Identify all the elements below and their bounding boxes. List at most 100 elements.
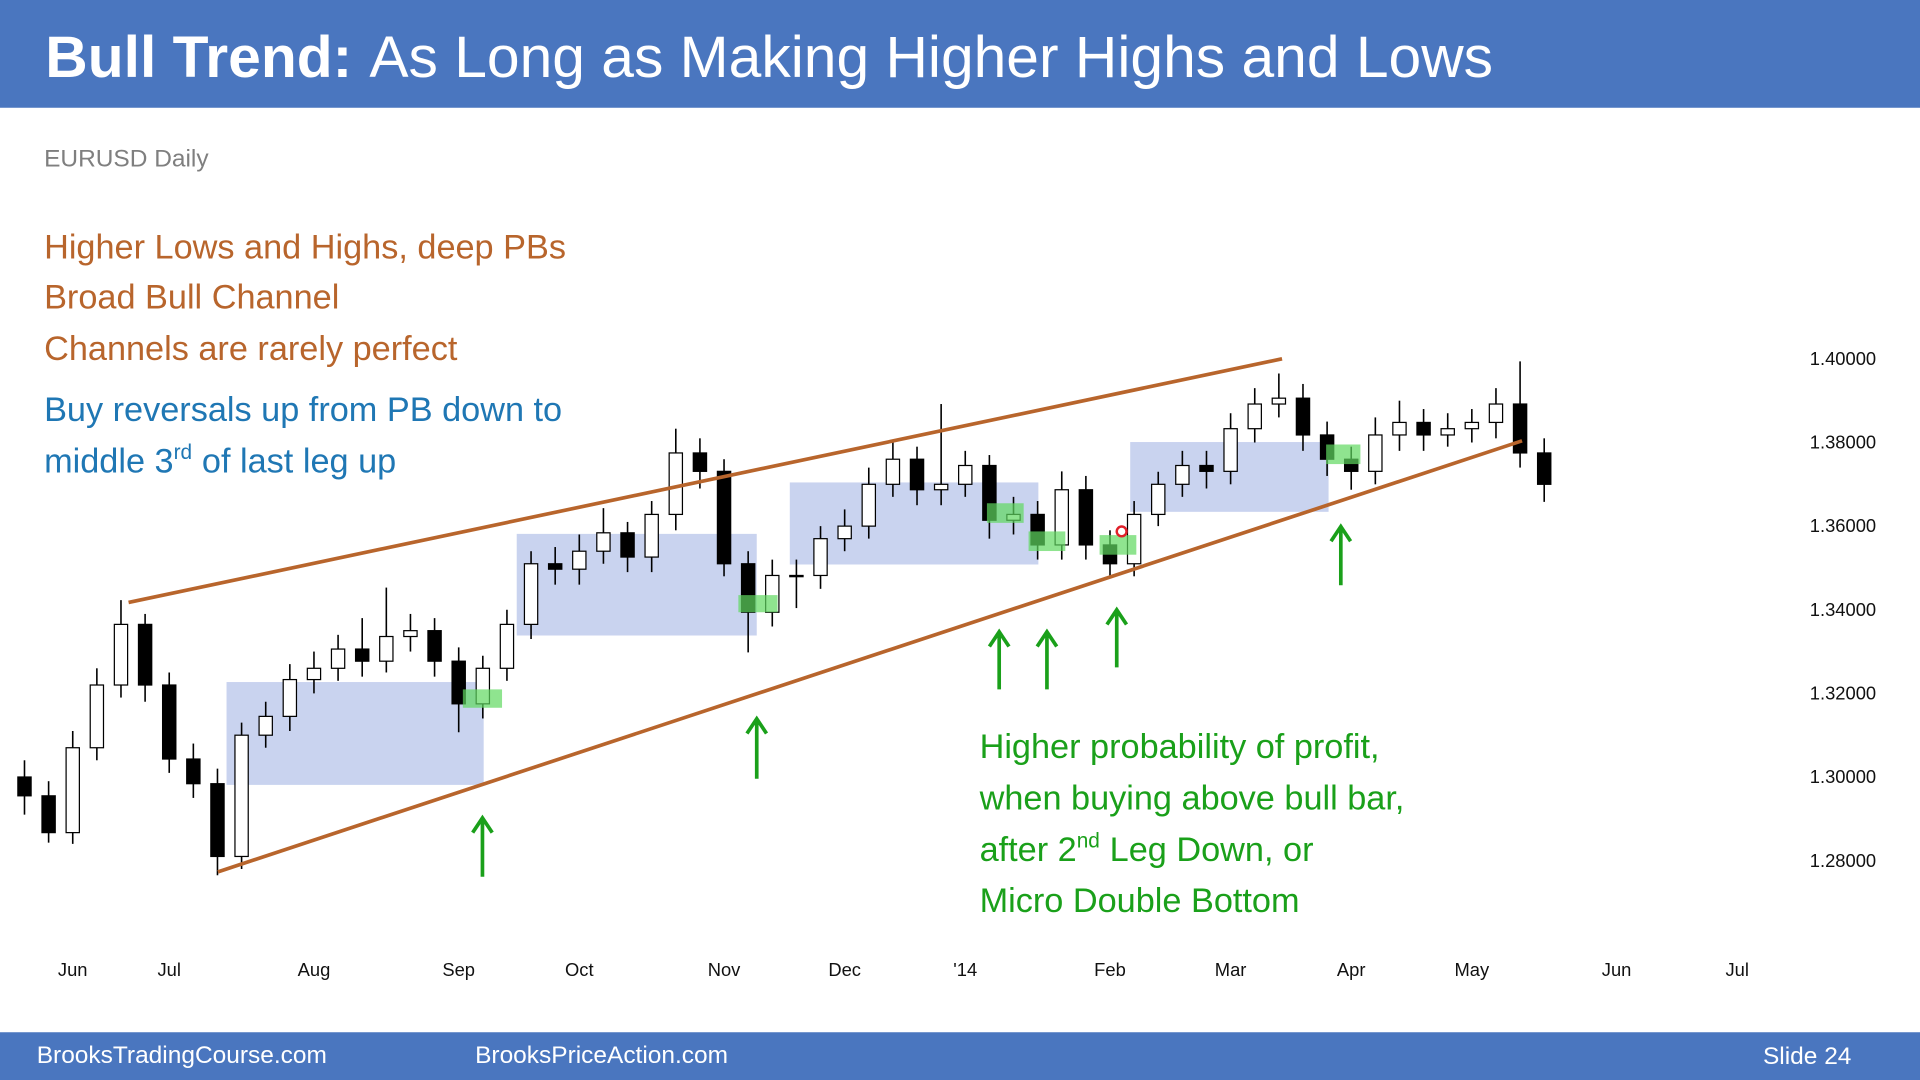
- note-green: Micro Double Bottom: [980, 882, 1300, 920]
- note-part: after 2: [980, 831, 1077, 869]
- candles: [17, 361, 1552, 876]
- x-tick-label: Jul: [1725, 959, 1748, 980]
- up-arrow: [1105, 606, 1129, 668]
- trendlines: [128, 356, 1523, 874]
- candle-body: [427, 630, 442, 662]
- upper-trendline: [128, 356, 1283, 605]
- candle-body: [1150, 483, 1166, 516]
- candle-body: [17, 776, 32, 797]
- candle-body: [1488, 403, 1504, 424]
- candle-body: [113, 623, 129, 686]
- x-tick-label: Aug: [298, 959, 331, 980]
- x-tick-label: Oct: [565, 959, 594, 980]
- candle-body: [861, 483, 877, 527]
- candle-body: [1440, 428, 1455, 436]
- candle-body: [885, 458, 901, 485]
- footer-left: BrooksTradingCourse.com: [37, 1042, 327, 1069]
- candle-body: [1416, 421, 1431, 436]
- note-part: Leg Down, or: [1110, 831, 1314, 869]
- candle-body: [330, 648, 346, 669]
- candle-body: [1392, 421, 1407, 436]
- candle-body: [692, 452, 708, 472]
- candle-body: [210, 783, 225, 858]
- candle-body: [644, 513, 659, 558]
- signal-boxes: [462, 444, 1361, 708]
- note-orange: Higher Lows and Highs, deep PBs: [44, 228, 566, 266]
- y-tick-label: 1.34000: [1810, 599, 1876, 620]
- x-tick-label: Jun: [1602, 959, 1632, 980]
- candle-body: [258, 715, 273, 736]
- x-tick-label: '14: [953, 959, 977, 980]
- chart-title: EURUSD Daily: [44, 146, 209, 173]
- candle-body: [1368, 434, 1383, 472]
- range-zone: [789, 482, 1039, 565]
- candle-body: [1223, 428, 1238, 472]
- candle-body: [837, 525, 852, 540]
- note-sup: nd: [1077, 829, 1100, 852]
- candle-body: [789, 574, 804, 578]
- y-tick-label: 1.40000: [1810, 348, 1876, 369]
- candle-body: [234, 734, 249, 858]
- candle-body: [354, 648, 370, 662]
- y-tick-label: 1.30000: [1810, 766, 1876, 787]
- candle-body: [451, 660, 466, 705]
- candle-body: [668, 452, 684, 516]
- signal-box: [738, 595, 778, 613]
- candle-body: [523, 563, 539, 625]
- candle-body: [813, 538, 828, 577]
- footer-right: Slide 24: [1763, 1043, 1851, 1070]
- up-arrow: [1329, 523, 1353, 586]
- footer-bar: [0, 1032, 1920, 1080]
- note-part: of last leg up: [202, 443, 396, 481]
- note-green: when buying above bull bar,: [979, 779, 1405, 817]
- candle-body: [1464, 421, 1480, 430]
- candle-body: [1271, 397, 1287, 405]
- candle-body: [403, 630, 418, 638]
- candle-body: [572, 550, 587, 570]
- candle-body: [65, 747, 80, 834]
- x-tick-label: Mar: [1215, 959, 1247, 980]
- candle-body: [1536, 452, 1552, 485]
- lower-trendline: [217, 439, 1523, 874]
- candle-body: [620, 532, 635, 558]
- y-tick-label: 1.36000: [1810, 515, 1876, 536]
- candle-body: [89, 684, 105, 749]
- candle-body: [1512, 403, 1528, 454]
- candle-body: [1199, 464, 1214, 472]
- y-tick-label: 1.38000: [1810, 432, 1876, 453]
- slide-title: Bull Trend: As Long as Making Higher High…: [45, 25, 1493, 90]
- note-sup: rd: [174, 441, 193, 464]
- note-orange: Broad Bull Channel: [44, 279, 339, 317]
- x-tick-label: May: [1454, 959, 1490, 980]
- x-tick-label: Sep: [442, 959, 475, 980]
- up-arrow: [987, 628, 1011, 690]
- x-tick-label: Jun: [58, 959, 88, 980]
- signal-box: [1099, 535, 1137, 555]
- candle-body: [958, 464, 973, 485]
- up-arrow: [471, 814, 494, 877]
- candle-body: [41, 795, 56, 834]
- y-tick-label: 1.28000: [1810, 850, 1876, 871]
- x-tick-label: Apr: [1337, 959, 1366, 980]
- signal-box: [986, 503, 1024, 523]
- candle-body: [306, 667, 322, 681]
- candle-body: [1247, 403, 1262, 430]
- candle-body: [933, 483, 949, 491]
- x-tick-label: Nov: [708, 959, 741, 980]
- signal-box: [462, 689, 503, 708]
- x-tick-label: Dec: [828, 959, 861, 980]
- up-arrow: [1035, 628, 1059, 690]
- note-green: Higher probability of profit,: [980, 728, 1380, 766]
- range-zone: [516, 533, 757, 636]
- candle-body: [282, 678, 298, 717]
- candle-body: [1175, 464, 1190, 485]
- candle-body: [137, 623, 153, 686]
- x-tick-label: Feb: [1094, 959, 1126, 980]
- candle-body: [716, 470, 732, 565]
- note-part: middle 3: [44, 443, 174, 481]
- candle-body: [186, 758, 201, 785]
- signal-box: [1028, 531, 1066, 552]
- candle-body: [547, 563, 563, 570]
- candle-body: [909, 458, 925, 491]
